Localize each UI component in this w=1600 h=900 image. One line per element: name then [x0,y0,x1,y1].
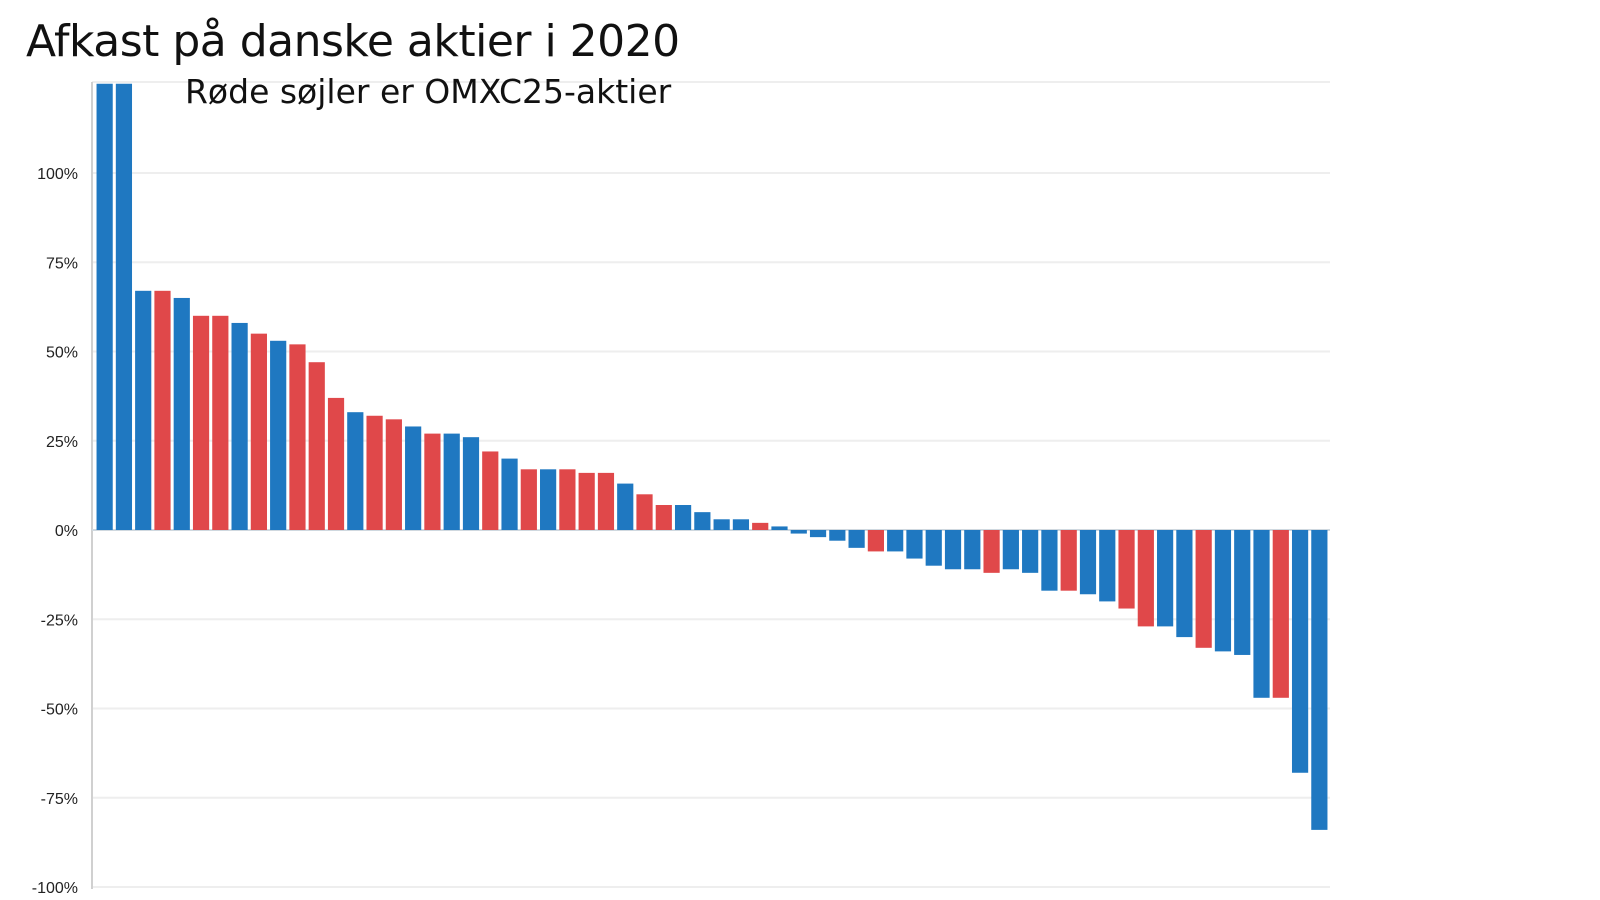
bar-other [694,512,711,530]
bar-other [135,290,152,530]
bar-other [1022,530,1039,573]
bar-omxc25 [250,333,267,530]
bar-other [347,412,364,530]
bar-omxc25 [366,415,383,530]
bar-omxc25 [212,315,229,530]
bar-other [270,340,287,530]
y-tick-label: 75% [46,255,78,272]
bar-omxc25 [578,472,595,530]
bar-other [829,530,846,541]
chart-subtitle: Røde søjler er OMXC25-aktier [185,72,672,111]
bar-omxc25 [482,451,499,530]
bar-other [906,530,923,559]
bar-other [1099,530,1116,602]
bar-other [1234,530,1251,655]
bar-other [1311,530,1328,830]
y-axis-tick-labels: 100% 75% 50% 25% 0% -25% -50% -75% -100% [32,166,78,897]
y-tick-label: -75% [41,791,78,808]
bar-omxc25 [983,530,1000,573]
y-tick-label: -50% [41,702,78,719]
bar-omxc25 [636,494,653,530]
bar-other [231,322,248,530]
bar-omxc25 [1272,530,1289,698]
bar-other [771,526,788,530]
bar-other [1176,530,1193,638]
bar-omxc25 [1195,530,1212,648]
bar-other [809,530,827,538]
bar-other [1002,530,1019,570]
bar-omxc25 [752,522,769,530]
bar-omxc25 [559,469,576,530]
bar-other [848,530,865,548]
bar-other [790,530,807,534]
bar-other [732,519,750,530]
bar-omxc25 [308,362,325,530]
bar-other [1157,530,1174,627]
bar-other [115,83,133,530]
bar-other [887,530,904,552]
bar-omxc25 [1137,530,1154,627]
bar-other [462,437,480,530]
bar-other [674,505,692,530]
bar-other [925,530,942,566]
bar-omxc25 [424,433,441,530]
bar-omxc25 [520,469,537,530]
y-tick-label: 50% [46,345,78,362]
bar-other [1079,530,1097,595]
bar-other [617,483,634,530]
bar-omxc25 [192,315,210,530]
bar-other [713,519,730,530]
y-tick-label: 25% [46,434,78,451]
y-tick-label: -25% [41,612,78,629]
chart-title: Afkast på danske aktier i 2020 [26,16,680,67]
bar-omxc25 [867,530,884,552]
bar-omxc25 [385,419,402,530]
bar-other [173,297,190,530]
bar-omxc25 [154,290,171,530]
bar-omxc25 [1060,530,1077,591]
bar-other [501,458,518,530]
bar-omxc25 [327,397,345,530]
bar-other [405,426,422,530]
bar-other [944,530,962,570]
bar-other [964,530,981,570]
bar-other [1214,530,1232,652]
y-tick-label: 100% [37,166,78,183]
y-tick-label: -100% [32,880,78,897]
bar-other [443,433,460,530]
bars [96,83,1328,830]
bar-other [1253,530,1270,698]
bar-other [96,83,113,530]
y-tick-label: 0% [55,523,78,540]
bar-other [1041,530,1058,591]
bar-omxc25 [1118,530,1135,609]
bar-omxc25 [655,505,672,530]
bar-omxc25 [597,472,615,530]
bar-omxc25 [289,344,306,530]
bar-other [540,469,557,530]
bar-other [1291,530,1309,773]
